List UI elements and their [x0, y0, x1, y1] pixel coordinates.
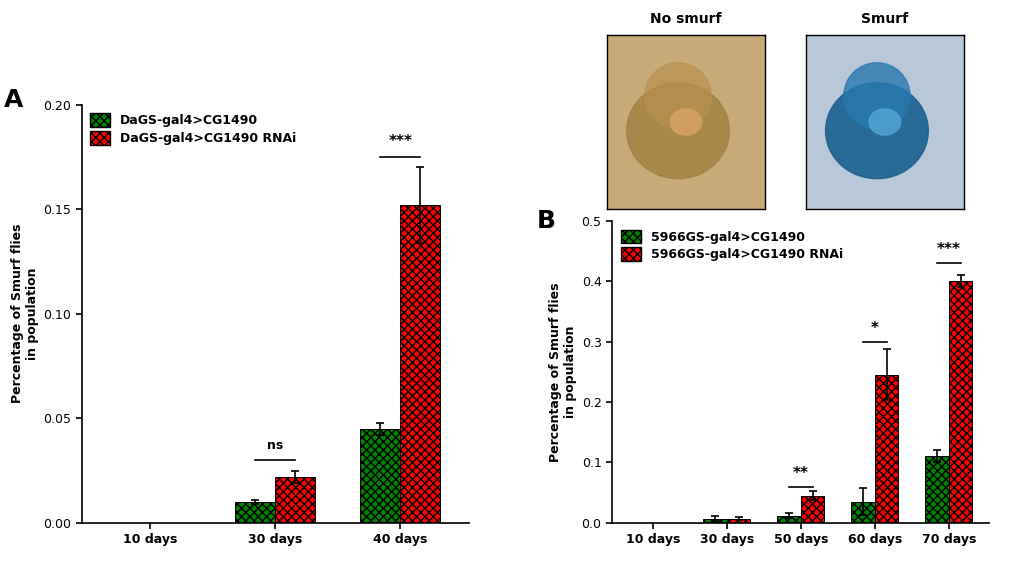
Text: *: * — [870, 321, 877, 336]
Bar — [726, 519, 750, 523]
Text: **: ** — [792, 465, 808, 480]
Ellipse shape — [669, 109, 701, 135]
Text: Smurf: Smurf — [860, 12, 908, 26]
Text: A: A — [4, 88, 23, 112]
Text: ***: *** — [388, 134, 412, 149]
Bar — [874, 375, 898, 523]
Text: ***: *** — [935, 242, 960, 257]
Text: No smurf: No smurf — [649, 12, 721, 26]
Bar — [948, 281, 971, 523]
Bar — [800, 496, 823, 523]
Legend: DaGS-gal4>CG1490, DaGS-gal4>CG1490 RNAi: DaGS-gal4>CG1490, DaGS-gal4>CG1490 RNAi — [88, 111, 299, 148]
Ellipse shape — [626, 83, 729, 178]
Ellipse shape — [824, 83, 927, 178]
Bar — [850, 502, 874, 523]
Bar — [360, 429, 400, 523]
Ellipse shape — [868, 109, 900, 135]
Bar — [924, 457, 948, 523]
Bar — [235, 502, 275, 523]
Text: B: B — [536, 209, 555, 233]
Ellipse shape — [644, 63, 710, 129]
Y-axis label: Percentage of Smurf flies
in population: Percentage of Smurf flies in population — [11, 224, 39, 403]
Bar — [702, 519, 726, 523]
Y-axis label: Percentage of Smurf flies
in population: Percentage of Smurf flies in population — [549, 282, 577, 461]
Bar — [275, 477, 315, 523]
Legend: 5966GS-gal4>CG1490, 5966GS-gal4>CG1490 RNAi: 5966GS-gal4>CG1490, 5966GS-gal4>CG1490 R… — [618, 227, 845, 264]
Ellipse shape — [843, 63, 909, 129]
Bar — [400, 205, 440, 523]
Bar — [776, 516, 800, 523]
Text: ns: ns — [267, 439, 283, 452]
